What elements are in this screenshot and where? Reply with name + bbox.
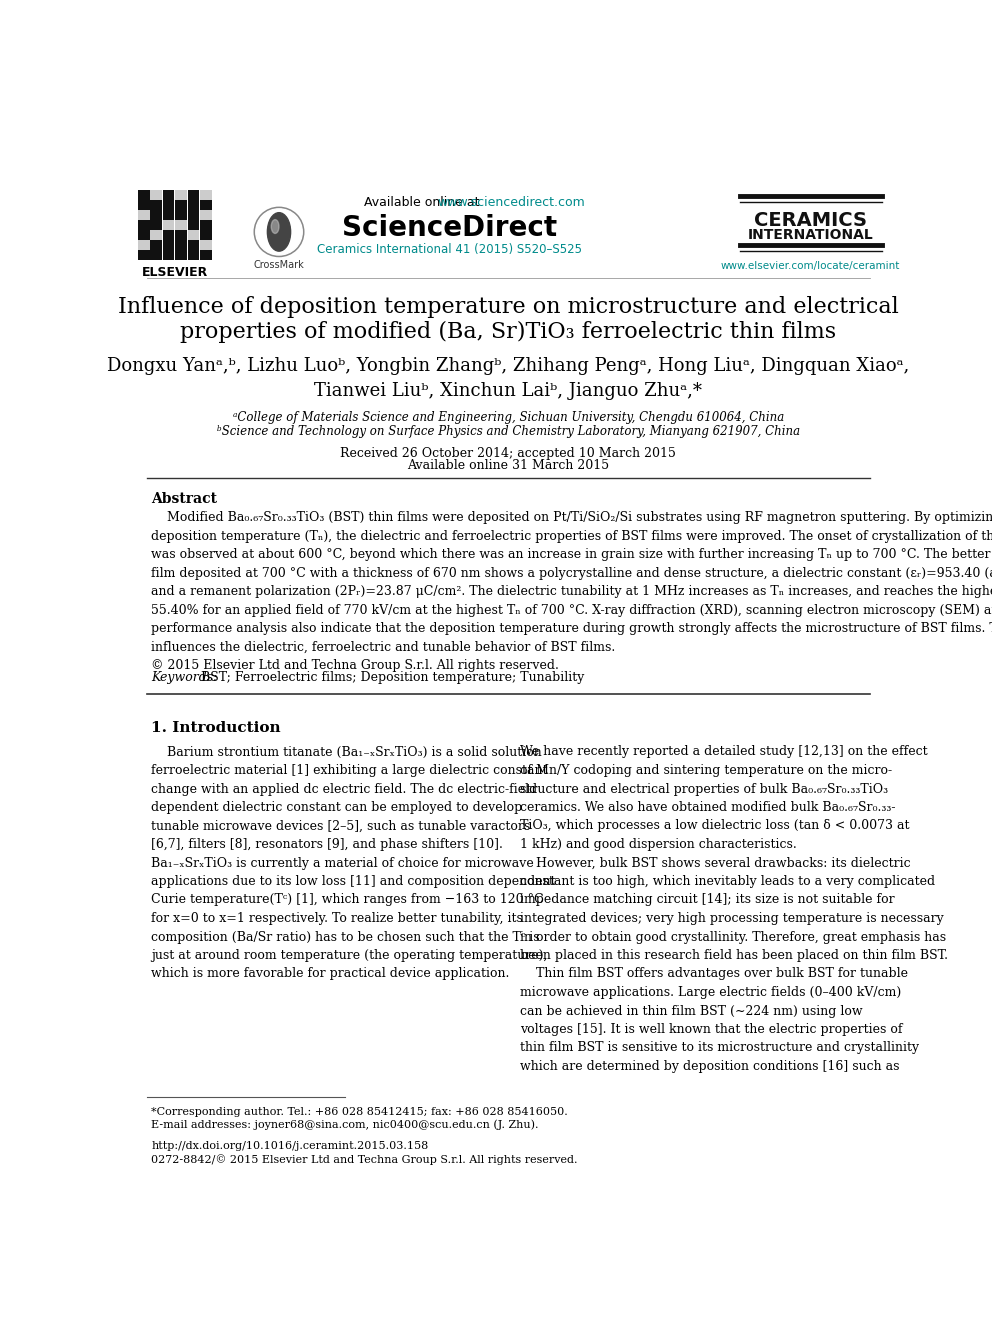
Bar: [151, 221, 162, 230]
Ellipse shape: [271, 220, 279, 233]
Bar: [176, 230, 186, 239]
Text: 0272-8842/© 2015 Elsevier Ltd and Techna Group S.r.l. All rights reserved.: 0272-8842/© 2015 Elsevier Ltd and Techna…: [151, 1155, 577, 1166]
Bar: [163, 250, 175, 259]
Text: ELSEVIER: ELSEVIER: [142, 266, 208, 279]
Bar: [187, 210, 199, 220]
Bar: [151, 250, 162, 259]
Bar: [138, 230, 150, 239]
Text: Dongxu Yanᵃ,ᵇ, Lizhu Luoᵇ, Yongbin Zhangᵇ, Zhihang Pengᵃ, Hong Liuᵃ, Dingquan Xi: Dongxu Yanᵃ,ᵇ, Lizhu Luoᵇ, Yongbin Zhang…: [107, 357, 910, 376]
Text: www.elsevier.com/locate/ceramint: www.elsevier.com/locate/ceramint: [721, 261, 901, 271]
Bar: [138, 241, 150, 250]
Bar: [176, 241, 186, 250]
Bar: [176, 191, 186, 200]
Text: CrossMark: CrossMark: [254, 261, 305, 270]
Text: INTERNATIONAL: INTERNATIONAL: [748, 228, 874, 242]
Bar: [187, 241, 199, 250]
Text: 1. Introduction: 1. Introduction: [151, 721, 281, 734]
Bar: [151, 230, 162, 239]
Bar: [200, 250, 211, 259]
Bar: [151, 191, 162, 200]
Bar: [163, 230, 175, 239]
Bar: [200, 200, 211, 209]
Text: BST; Ferroelectric films; Deposition temperature; Tunability: BST; Ferroelectric films; Deposition tem…: [196, 671, 584, 684]
Text: Tianwei Liuᵇ, Xinchun Laiᵇ, Jianguo Zhuᵃ,*: Tianwei Liuᵇ, Xinchun Laiᵇ, Jianguo Zhuᵃ…: [314, 382, 702, 400]
Text: Keywords:: Keywords:: [151, 671, 217, 684]
Text: We have recently reported a detailed study [12,13] on the effect
of Mn/Y codopin: We have recently reported a detailed stu…: [520, 745, 948, 1073]
Bar: [187, 191, 199, 200]
Text: Available online at: Available online at: [364, 196, 484, 209]
Bar: [176, 221, 186, 230]
Text: Modified Ba₀.₆₇Sr₀.₃₃TiO₃ (BST) thin films were deposited on Pt/Ti/SiO₂/Si subst: Modified Ba₀.₆₇Sr₀.₃₃TiO₃ (BST) thin fil…: [151, 512, 992, 672]
Bar: [200, 221, 211, 230]
Bar: [151, 200, 162, 209]
Text: Ceramics International 41 (2015) S520–S525: Ceramics International 41 (2015) S520–S5…: [317, 243, 582, 257]
Text: ᵃCollege of Materials Science and Engineering, Sichuan University, Chengdu 61006: ᵃCollege of Materials Science and Engine…: [233, 411, 784, 425]
Text: E-mail addresses: joyner68@sina.com, nic0400@scu.edu.cn (J. Zhu).: E-mail addresses: joyner68@sina.com, nic…: [151, 1119, 539, 1130]
Bar: [163, 200, 175, 209]
Text: ScienceDirect: ScienceDirect: [342, 214, 558, 242]
Bar: [187, 250, 199, 259]
Bar: [138, 221, 150, 230]
Bar: [200, 230, 211, 239]
Text: Received 26 October 2014; accepted 10 March 2015: Received 26 October 2014; accepted 10 Ma…: [340, 447, 677, 459]
Bar: [151, 210, 162, 220]
Text: http://dx.doi.org/10.1016/j.ceramint.2015.03.158: http://dx.doi.org/10.1016/j.ceramint.201…: [151, 1140, 429, 1151]
Bar: [138, 191, 150, 200]
Bar: [163, 221, 175, 230]
Bar: [138, 210, 150, 220]
Bar: [163, 210, 175, 220]
Ellipse shape: [268, 213, 291, 251]
Text: Available online 31 March 2015: Available online 31 March 2015: [408, 459, 609, 472]
Bar: [187, 230, 199, 239]
Circle shape: [256, 209, 303, 255]
Bar: [176, 250, 186, 259]
Bar: [187, 200, 199, 209]
Bar: [138, 250, 150, 259]
Bar: [200, 191, 211, 200]
Text: *Corresponding author. Tel.: +86 028 85412415; fax: +86 028 85416050.: *Corresponding author. Tel.: +86 028 854…: [151, 1107, 567, 1118]
Circle shape: [254, 208, 304, 257]
Bar: [200, 241, 211, 250]
Bar: [176, 200, 186, 209]
Bar: [163, 191, 175, 200]
Text: www.sciencedirect.com: www.sciencedirect.com: [437, 196, 585, 209]
Bar: [176, 210, 186, 220]
Text: ᵇScience and Technology on Surface Physics and Chemistry Laboratory, Mianyang 62: ᵇScience and Technology on Surface Physi…: [217, 425, 800, 438]
Bar: [138, 200, 150, 209]
Bar: [151, 241, 162, 250]
Text: Barium strontium titanate (Ba₁₋ₓSrₓTiO₃) is a solid solution
ferroelectric mater: Barium strontium titanate (Ba₁₋ₓSrₓTiO₃)…: [151, 745, 556, 980]
Text: Abstract: Abstract: [151, 492, 217, 507]
Bar: [163, 241, 175, 250]
Bar: [187, 221, 199, 230]
Text: properties of modified (Ba, Sr)TiO₃ ferroelectric thin films: properties of modified (Ba, Sr)TiO₃ ferr…: [181, 320, 836, 343]
Bar: [200, 210, 211, 220]
Text: CERAMICS: CERAMICS: [754, 212, 867, 230]
Text: Influence of deposition temperature on microstructure and electrical: Influence of deposition temperature on m…: [118, 296, 899, 318]
